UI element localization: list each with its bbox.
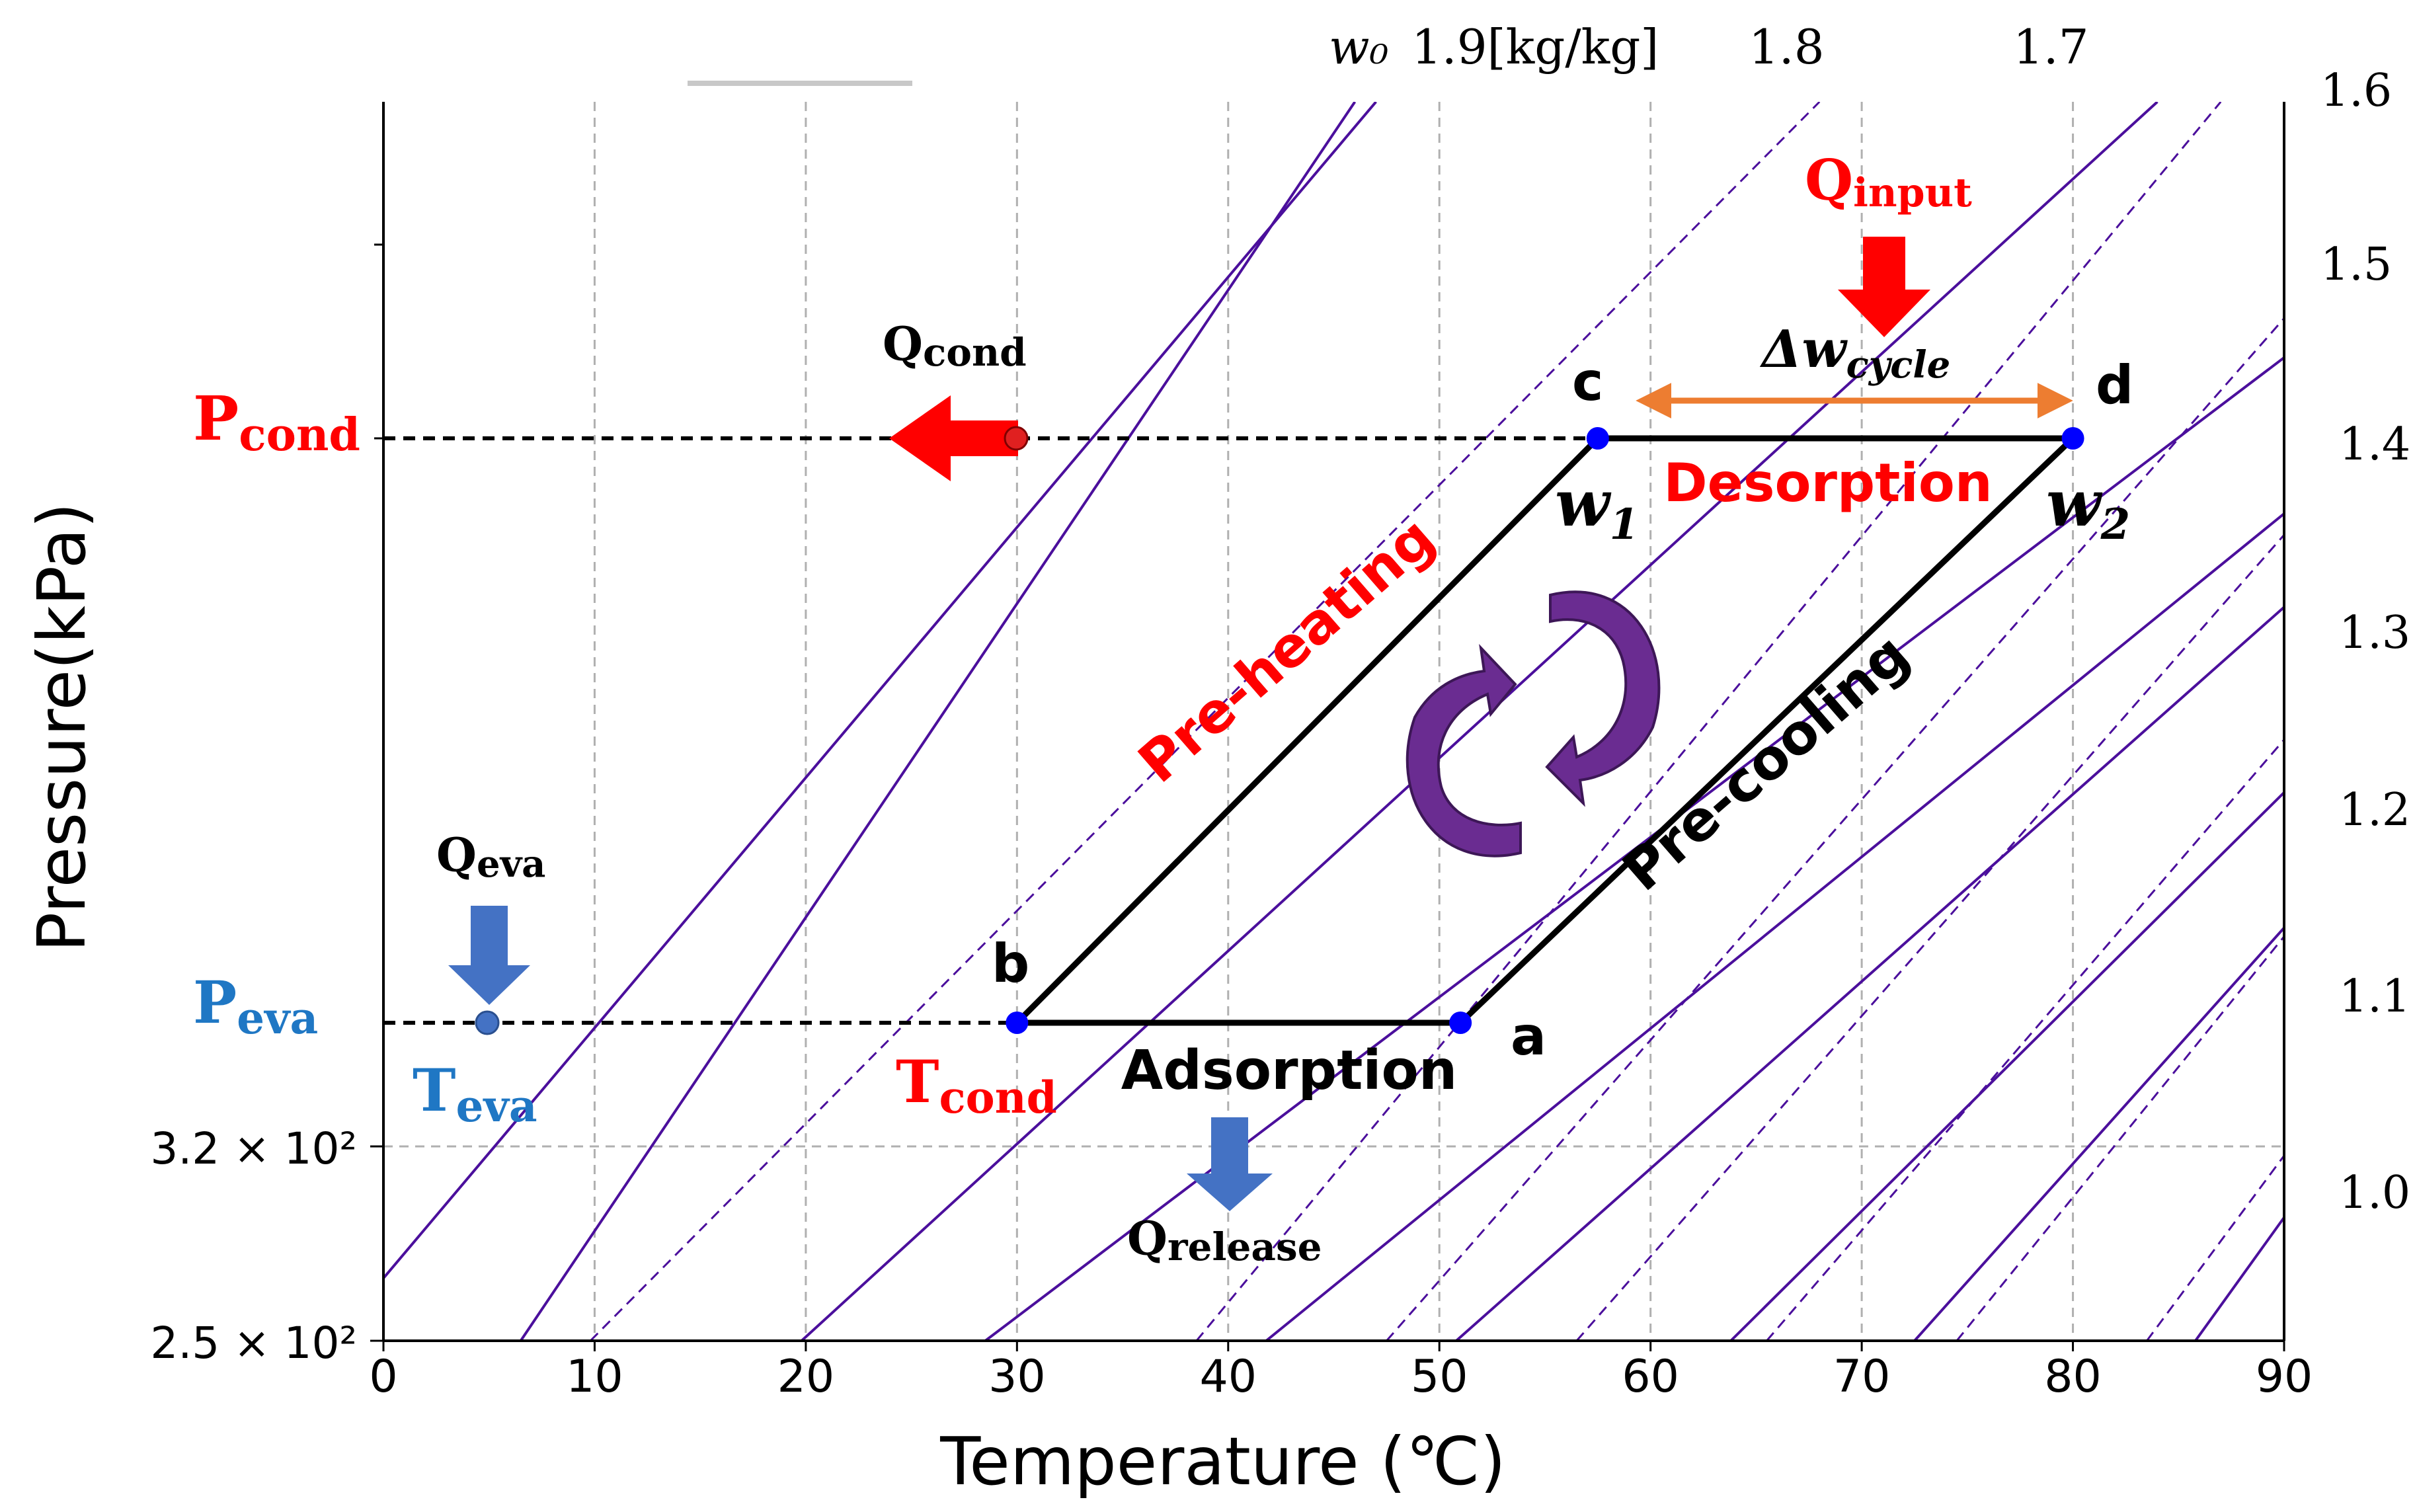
right-tick-label: 1.3 — [2339, 607, 2410, 659]
t-eva-sub: eva — [455, 1080, 537, 1132]
p-cond-sub: cond — [239, 409, 360, 461]
isostere-dashed — [589, 102, 1821, 1341]
right-axis-labels: 1.6 1.5 1.4 1.3 1.2 1.1 1.0 — [2320, 65, 2410, 1219]
isostere-solid — [1455, 605, 2284, 1341]
cycle-point-c — [1586, 427, 1609, 450]
right-tick-label: 1.2 — [2339, 784, 2410, 836]
right-tick-label: 1.5 — [2320, 239, 2392, 291]
t-cond-main: T — [896, 1047, 939, 1116]
x-tick-label: 90 — [2256, 1351, 2313, 1403]
q-cond-arrow — [889, 395, 1018, 481]
right-tick-label: 1.6 — [2320, 65, 2392, 117]
delta-w-sub: cycle — [1846, 343, 1951, 387]
top-label-1-9: 1.9[kg/kg] — [1411, 19, 1659, 75]
w0-label: w₀ — [1329, 19, 1389, 75]
q-cond-label: Qcond — [883, 317, 1027, 375]
top-label-1-8: 1.8 — [1749, 19, 1825, 75]
point-label-a: a — [1511, 1006, 1546, 1067]
desorption-label: Desorption — [1663, 452, 1993, 514]
y-axis-title: Pressure(kPa) — [23, 502, 100, 952]
q-input-label: Qinput — [1805, 147, 1972, 216]
isostere-solid — [1265, 512, 2284, 1341]
p-cond-label: Pcond — [193, 383, 360, 461]
w2-main: w — [2046, 466, 2103, 541]
w2-label: w2 — [2046, 466, 2130, 549]
delta-w-cycle-label: Δwcycle — [1759, 319, 1950, 387]
cycle-direction-arrow-left — [1405, 644, 1522, 857]
isostere-solid — [383, 102, 1377, 1281]
p-eva-label: Peva — [193, 968, 318, 1044]
q-input-main: Q — [1805, 147, 1853, 213]
right-tick-label: 1.1 — [2339, 971, 2410, 1023]
w1-label: w1 — [1555, 466, 1639, 549]
cycle-point-a — [1449, 1012, 1472, 1034]
x-tick-label: 0 — [369, 1351, 397, 1403]
point-label-d: d — [2096, 354, 2133, 416]
q-eva-sub: eva — [477, 842, 545, 886]
grid-lines — [383, 102, 2284, 1341]
q-eva-arrow — [448, 906, 530, 1005]
q-release-label: Qrelease — [1127, 1211, 1322, 1269]
cycle-point-labels: a b c d — [992, 351, 2133, 1067]
q-eva-main: Q — [436, 828, 477, 883]
eva-point-marker — [475, 1010, 500, 1035]
cycle-point-d — [2061, 427, 2084, 450]
isostere-solid — [801, 102, 2158, 1341]
left-minor-ticks — [370, 243, 383, 1342]
delta-w-main: Δw — [1759, 319, 1848, 379]
x-tick-label: 40 — [1200, 1351, 1257, 1403]
q-release-main: Q — [1127, 1211, 1168, 1266]
p-cond-main: P — [193, 383, 239, 454]
cond-point-marker — [1004, 426, 1029, 451]
x-tick-label: 10 — [566, 1351, 623, 1403]
cycle-direction-arrow-right — [1545, 590, 1661, 807]
x-tick-label: 70 — [1833, 1351, 1891, 1403]
right-tick-label: 1.4 — [2339, 418, 2410, 471]
isostere-dashed — [1956, 935, 2284, 1341]
cycle-point-b — [1006, 1012, 1029, 1034]
y-tick-label-250: 2.5 × 10² — [150, 1318, 357, 1369]
x-tick-label: 60 — [1622, 1351, 1679, 1403]
adsorption-label: Adsorption — [1121, 1039, 1457, 1102]
x-axis-ticks: 0 10 20 30 40 50 60 70 80 90 — [369, 1341, 2313, 1403]
isostere-solid — [1913, 926, 2284, 1341]
cycle-markers — [1006, 427, 2084, 1034]
p-eva-main: P — [193, 968, 237, 1037]
q-release-arrow — [1187, 1117, 1273, 1211]
x-tick-label: 30 — [988, 1351, 1046, 1403]
y-tick-label-320: 3.2 × 10² — [150, 1123, 357, 1174]
isostere-dashed — [1195, 102, 2222, 1341]
plot-frame — [382, 102, 2285, 1342]
w1-sub: 1 — [1610, 500, 1640, 549]
point-label-c: c — [1572, 351, 1603, 413]
q-cond-sub: cond — [923, 330, 1027, 375]
x-tick-label: 20 — [777, 1351, 835, 1403]
q-input-arrow — [1838, 237, 1930, 337]
p-eva-sub: eva — [237, 992, 318, 1044]
q-release-sub: release — [1168, 1224, 1322, 1269]
isostere-solid — [984, 356, 2284, 1341]
q-input-sub: input — [1853, 170, 1972, 216]
isostere-solid — [519, 102, 1357, 1341]
x-tick-label: 50 — [1411, 1351, 1468, 1403]
legend-fragment — [688, 81, 912, 86]
t-eva-label: Teva — [413, 1056, 537, 1132]
t-cond-sub: cond — [939, 1072, 1056, 1123]
t-cond-label: Tcond — [896, 1047, 1057, 1123]
isostere-solid — [1729, 790, 2284, 1341]
right-tick-label: 1.0 — [2339, 1167, 2410, 1219]
isostere-lines — [383, 102, 2284, 1341]
q-cond-main: Q — [883, 317, 923, 372]
top-isostere-labels: w₀ 1.9[kg/kg] 1.8 1.7 — [1329, 19, 2089, 75]
w1-main: w — [1555, 466, 1612, 541]
top-label-1-7: 1.7 — [2013, 19, 2089, 75]
t-eva-main: T — [413, 1056, 455, 1125]
isostere-dashed — [1575, 533, 2284, 1341]
q-eva-label: Qeva — [436, 828, 545, 886]
x-tick-label: 80 — [2044, 1351, 2102, 1403]
x-axis-title: Temperature (℃) — [939, 1423, 1506, 1500]
point-label-b: b — [992, 933, 1029, 994]
w2-sub: 2 — [2100, 500, 2131, 549]
